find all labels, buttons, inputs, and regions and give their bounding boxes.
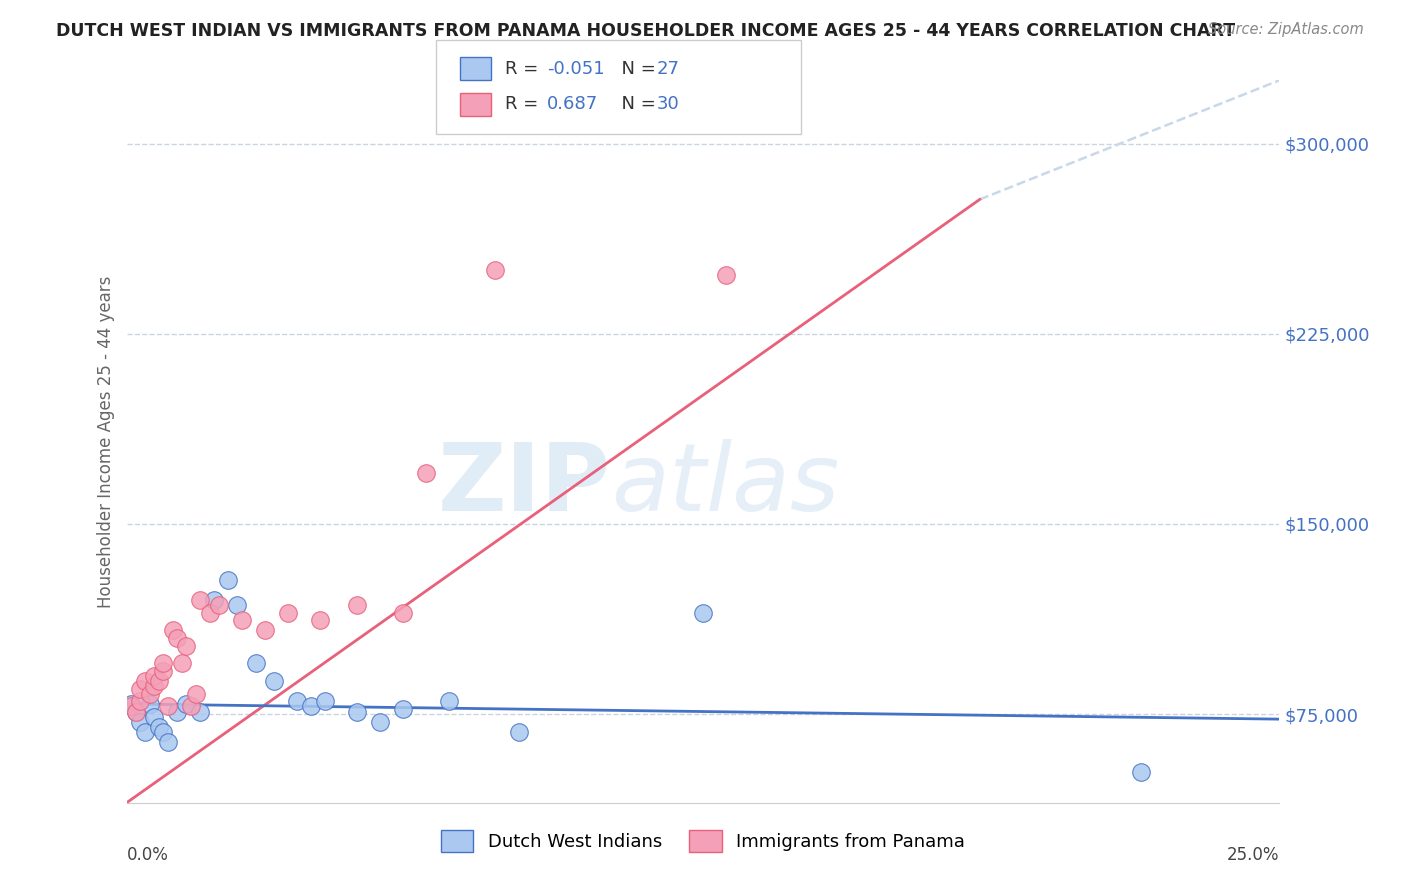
Point	[170, 657, 193, 671]
Point	[415, 467, 437, 481]
Point	[166, 705, 188, 719]
Text: N =: N =	[610, 60, 662, 78]
Point	[152, 724, 174, 739]
Point	[120, 697, 142, 711]
Point	[180, 699, 202, 714]
Point	[392, 606, 415, 620]
Point	[184, 687, 207, 701]
Text: -0.051: -0.051	[547, 60, 605, 78]
Point	[143, 709, 166, 723]
Point	[368, 714, 391, 729]
Point	[508, 724, 530, 739]
Point	[1130, 765, 1153, 780]
Point	[125, 705, 148, 719]
Point	[202, 593, 225, 607]
Point	[231, 613, 253, 627]
Point	[226, 598, 249, 612]
Point	[188, 705, 211, 719]
Point	[198, 606, 221, 620]
Point	[245, 657, 267, 671]
Point	[208, 598, 231, 612]
Point	[138, 687, 160, 701]
Point	[299, 699, 322, 714]
Text: atlas: atlas	[610, 440, 839, 531]
Point	[148, 720, 170, 734]
Text: 25.0%: 25.0%	[1227, 847, 1279, 864]
Point	[484, 263, 506, 277]
Text: 0.687: 0.687	[547, 95, 598, 113]
Point	[129, 681, 152, 696]
Text: 30: 30	[657, 95, 679, 113]
Point	[346, 705, 368, 719]
Point	[129, 714, 152, 729]
Point	[152, 657, 174, 671]
Text: R =: R =	[505, 95, 550, 113]
Point	[263, 674, 285, 689]
Point	[253, 624, 276, 638]
Point	[692, 606, 714, 620]
Point	[217, 573, 239, 587]
Point	[166, 631, 188, 645]
Point	[285, 694, 308, 708]
Text: 27: 27	[657, 60, 679, 78]
Point	[157, 699, 180, 714]
Point	[152, 664, 174, 678]
Point	[138, 697, 160, 711]
Point	[143, 679, 166, 693]
Text: R =: R =	[505, 60, 544, 78]
Legend: Dutch West Indians, Immigrants from Panama: Dutch West Indians, Immigrants from Pana…	[433, 822, 973, 859]
Point	[176, 639, 198, 653]
Text: 0.0%: 0.0%	[127, 847, 169, 864]
Point	[148, 674, 170, 689]
Point	[125, 705, 148, 719]
Point	[314, 694, 336, 708]
Text: Source: ZipAtlas.com: Source: ZipAtlas.com	[1208, 22, 1364, 37]
Point	[120, 699, 142, 714]
Point	[157, 735, 180, 749]
Point	[714, 268, 737, 283]
Point	[129, 694, 152, 708]
Text: N =: N =	[610, 95, 662, 113]
Point	[176, 697, 198, 711]
Point	[134, 724, 156, 739]
Point	[439, 694, 461, 708]
Point	[134, 674, 156, 689]
Point	[143, 669, 166, 683]
Point	[188, 593, 211, 607]
Point	[392, 702, 415, 716]
Text: DUTCH WEST INDIAN VS IMMIGRANTS FROM PANAMA HOUSEHOLDER INCOME AGES 25 - 44 YEAR: DUTCH WEST INDIAN VS IMMIGRANTS FROM PAN…	[56, 22, 1236, 40]
Text: ZIP: ZIP	[437, 439, 610, 531]
Point	[162, 624, 184, 638]
Y-axis label: Householder Income Ages 25 - 44 years: Householder Income Ages 25 - 44 years	[97, 276, 115, 607]
Point	[346, 598, 368, 612]
Point	[309, 613, 332, 627]
Point	[277, 606, 299, 620]
